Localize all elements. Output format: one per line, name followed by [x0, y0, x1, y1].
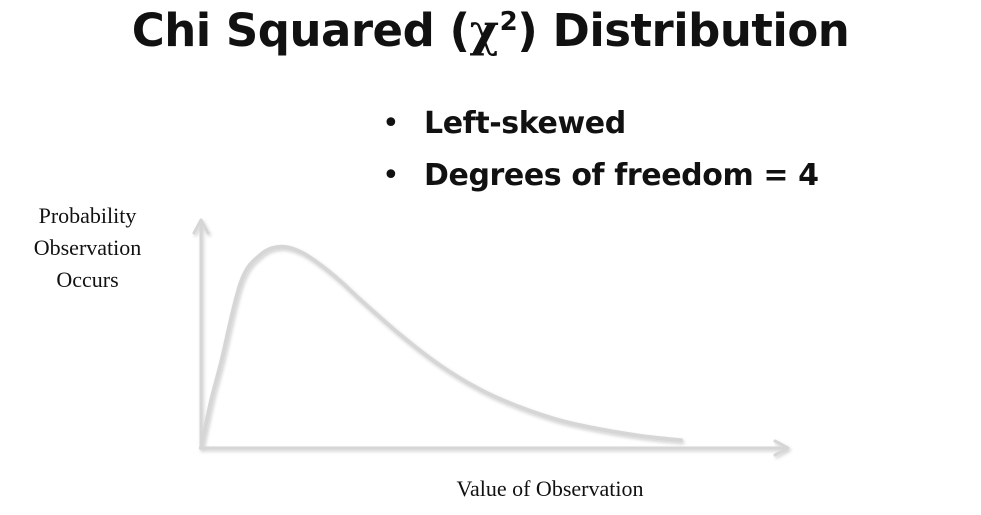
title-superscript: 2 — [499, 7, 518, 37]
bullet-list: • Left-skewed • Degrees of freedom = 4 — [382, 98, 819, 202]
bullet-text: Degrees of freedom = 4 — [424, 158, 819, 193]
y-axis-label: Probability Observation Occurs — [33, 203, 142, 292]
bullet-item-dof: • Degrees of freedom = 4 — [382, 150, 819, 202]
x-axis-arrowhead — [773, 439, 790, 457]
bullet-glyph: • — [382, 106, 400, 141]
title-prefix: Chi Squared ( — [131, 4, 470, 57]
y-axis-arrowhead — [192, 218, 210, 235]
bullet-glyph: • — [382, 158, 400, 193]
bullet-item-skew: • Left-skewed — [382, 98, 819, 150]
chi-symbol: χ — [469, 4, 500, 57]
bullet-text: Left-skewed — [424, 106, 626, 141]
density-curve — [199, 244, 683, 450]
title-suffix: ) Distribution — [517, 4, 850, 57]
x-axis-label: Value of Observation — [456, 476, 644, 501]
slide-title: Chi Squared (χ2) Distribution — [0, 2, 981, 60]
